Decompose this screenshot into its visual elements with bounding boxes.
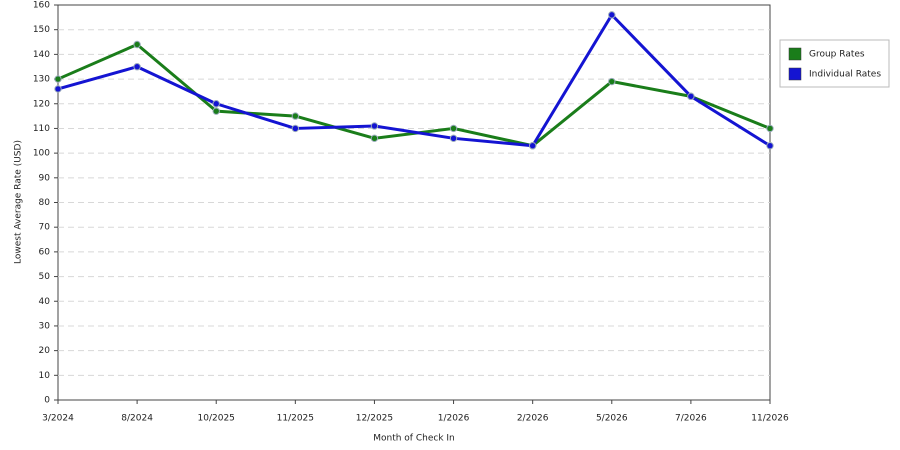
y-tick-label: 50 bbox=[39, 272, 51, 282]
legend-swatch bbox=[788, 47, 802, 61]
y-tick-label: 10 bbox=[39, 371, 51, 381]
point bbox=[370, 134, 379, 143]
x-tick-label: 11/2025 bbox=[277, 414, 314, 424]
legend-swatch bbox=[788, 67, 802, 81]
x-tick-label: 8/2024 bbox=[121, 414, 153, 424]
y-tick-label: 160 bbox=[33, 1, 50, 11]
y-tick-label: 100 bbox=[33, 149, 50, 159]
point bbox=[370, 122, 379, 130]
x-tick-label: 5/2026 bbox=[596, 414, 628, 424]
y-tick-label: 130 bbox=[33, 75, 50, 85]
y-tick-label: 80 bbox=[39, 198, 51, 208]
point bbox=[54, 85, 62, 93]
x-tick-label: 7/2026 bbox=[675, 414, 707, 424]
y-tick-label: 140 bbox=[33, 50, 50, 60]
y-tick-label: 30 bbox=[39, 321, 51, 331]
y-tick-label: 90 bbox=[39, 173, 51, 183]
y-tick-label: 120 bbox=[33, 99, 50, 109]
point bbox=[449, 124, 458, 133]
x-tick-label: 1/2026 bbox=[438, 414, 470, 424]
point bbox=[449, 134, 458, 143]
series-line bbox=[57, 43, 771, 148]
point bbox=[291, 112, 300, 120]
point bbox=[212, 107, 220, 115]
point bbox=[133, 40, 141, 49]
point bbox=[133, 63, 141, 71]
y-tick-label: 110 bbox=[33, 124, 50, 134]
point bbox=[291, 124, 300, 133]
x-tick-label: 12/2025 bbox=[356, 414, 393, 424]
x-tick-label: 11/2026 bbox=[751, 414, 789, 424]
point bbox=[212, 100, 220, 108]
y-tick-label: 150 bbox=[33, 25, 50, 35]
y-axis-label: Lowest Average Rate (USD) bbox=[14, 140, 24, 264]
legend-label: Group Rates bbox=[809, 50, 865, 60]
y-tick-label: 20 bbox=[39, 346, 51, 356]
x-tick-label: 2/2026 bbox=[517, 414, 549, 424]
y-tick-label: 60 bbox=[39, 247, 51, 257]
x-tick-label: 3/2024 bbox=[42, 414, 74, 424]
point bbox=[54, 75, 62, 83]
y-tick-label: 40 bbox=[39, 297, 51, 307]
legend-label: Individual Rates bbox=[809, 70, 881, 80]
point bbox=[766, 124, 774, 133]
y-tick-label: 0 bbox=[44, 396, 50, 406]
y-tick-label: 70 bbox=[39, 223, 51, 233]
point bbox=[608, 11, 616, 19]
x-axis-label: Month of Check In bbox=[373, 434, 455, 444]
point bbox=[608, 77, 616, 86]
point bbox=[687, 92, 695, 101]
x-tick-label: 10/2025 bbox=[198, 414, 235, 424]
point bbox=[766, 142, 774, 150]
series-line bbox=[57, 13, 771, 148]
point bbox=[528, 142, 537, 150]
